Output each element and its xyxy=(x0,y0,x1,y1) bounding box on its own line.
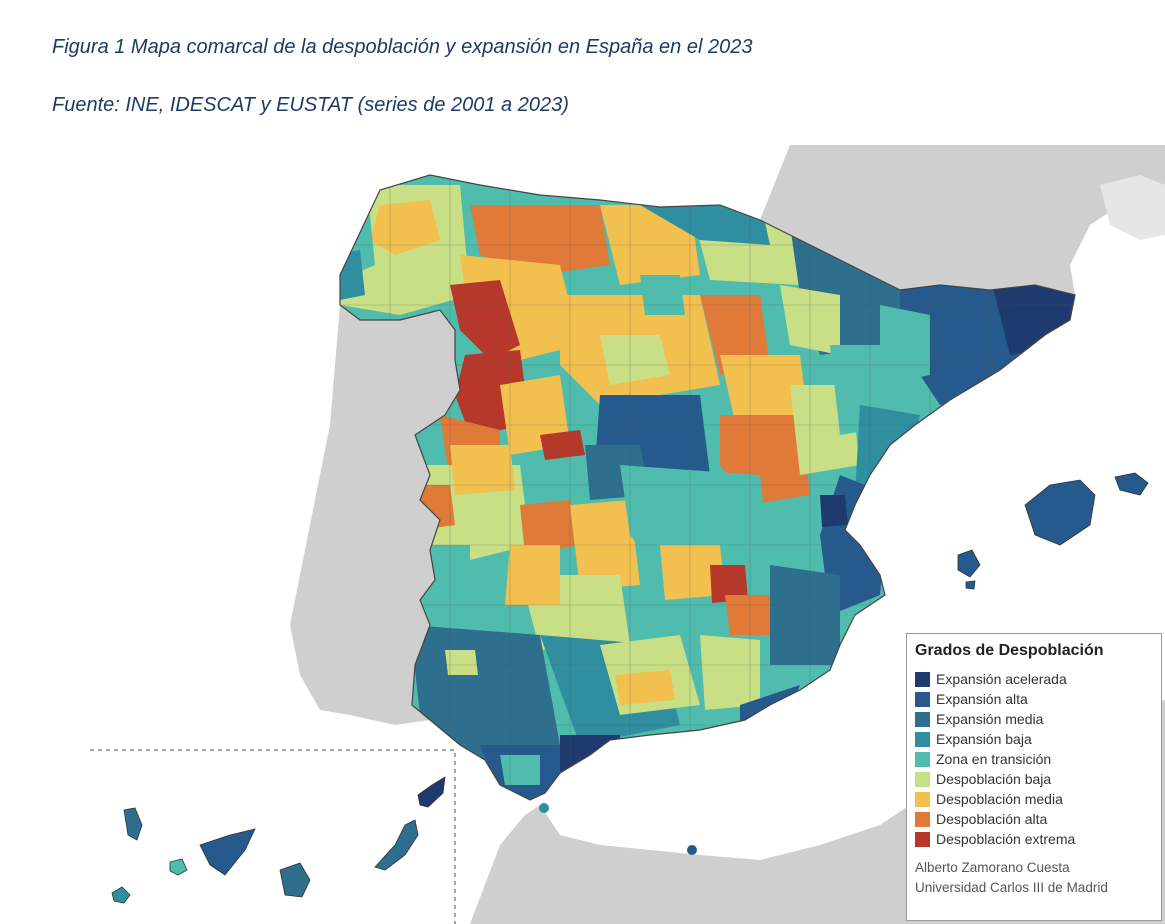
legend-label: Expansión media xyxy=(936,711,1044,727)
legend-items: Expansión acelerada Expansión alta Expansi… xyxy=(915,669,1151,849)
legend-label: Despoblación alta xyxy=(936,811,1048,827)
legend-label: Despoblación extrema xyxy=(936,831,1076,847)
legend: Grados de Despoblación Expansión acelera… xyxy=(906,633,1162,921)
fuerteventura xyxy=(374,819,419,871)
legend-item: Expansión acelerada xyxy=(915,669,1151,689)
legend-swatch xyxy=(915,731,930,747)
formentera xyxy=(965,580,976,590)
gran-canaria xyxy=(279,862,311,898)
mallorca xyxy=(1024,479,1096,546)
menorca xyxy=(1114,472,1149,496)
la-palma xyxy=(123,807,143,841)
figure-title: Figura 1 Mapa comarcal de la despoblació… xyxy=(52,36,753,58)
credit: Alberto Zamorano Cuesta Universidad Carl… xyxy=(915,858,1151,898)
legend-item: Zona en transición xyxy=(915,749,1151,769)
france-land xyxy=(760,145,1165,295)
legend-label: Despoblación media xyxy=(936,791,1063,807)
legend-swatch xyxy=(915,791,930,807)
portugal-land xyxy=(290,305,460,725)
el-hierro xyxy=(111,886,131,904)
legend-label: Expansión baja xyxy=(936,731,1032,747)
legend-item: Expansión alta xyxy=(915,689,1151,709)
legend-item: Despoblación alta xyxy=(915,809,1151,829)
legend-item: Despoblación extrema xyxy=(915,829,1151,849)
credit-author: Alberto Zamorano Cuesta xyxy=(915,860,1070,875)
tenerife xyxy=(199,828,256,876)
legend-item: Expansión media xyxy=(915,709,1151,729)
pyrenees-land xyxy=(1100,175,1165,240)
melilla xyxy=(687,845,697,855)
legend-title: Grados de Despoblación xyxy=(915,642,1104,659)
legend-item: Expansión baja xyxy=(915,729,1151,749)
legend-swatch xyxy=(915,691,930,707)
lanzarote xyxy=(417,776,446,808)
legend-item: Despoblación baja xyxy=(915,769,1151,789)
legend-label: Despoblación baja xyxy=(936,771,1052,787)
legend-swatch xyxy=(915,771,930,787)
ceuta xyxy=(539,803,549,813)
mediterranean-sea-gap xyxy=(540,805,780,845)
legend-swatch xyxy=(915,811,930,827)
legend-swatch xyxy=(915,711,930,727)
ibiza xyxy=(957,549,981,578)
legend-swatch xyxy=(915,831,930,847)
legend-label: Expansión acelerada xyxy=(936,671,1067,687)
legend-swatch xyxy=(915,671,930,687)
la-gomera xyxy=(169,858,188,876)
legend-label: Zona en transición xyxy=(936,751,1052,767)
legend-item: Despoblación media xyxy=(915,789,1151,809)
canary-inset-border xyxy=(90,749,456,924)
legend-swatch xyxy=(915,751,930,767)
figure-source: Fuente: INE, IDESCAT y EUSTAT (series de… xyxy=(52,94,569,116)
credit-institution: Universidad Carlos III de Madrid xyxy=(915,880,1108,895)
legend-label: Expansión alta xyxy=(936,691,1028,707)
